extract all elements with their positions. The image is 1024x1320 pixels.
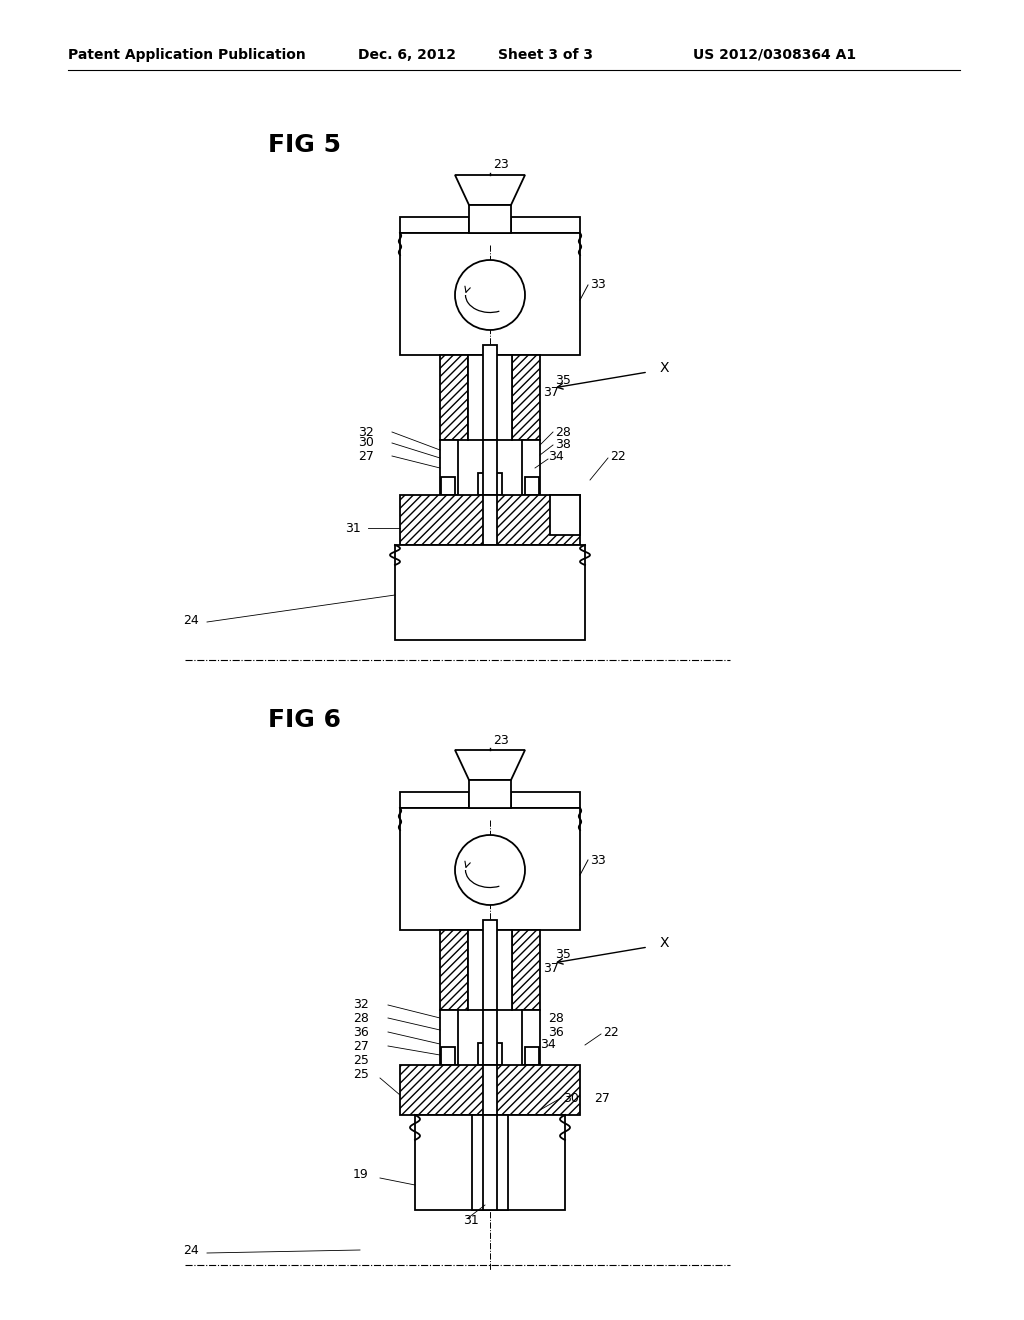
Bar [522,1010,540,1065]
Text: 28: 28 [548,1011,564,1024]
Text: 31: 31 [463,1213,479,1226]
Bar [440,931,468,1010]
Bar [441,477,455,495]
Polygon shape [511,216,580,234]
Text: 25: 25 [353,1053,369,1067]
Bar [415,1115,565,1210]
Bar [522,440,540,495]
Text: 34: 34 [540,1039,556,1052]
Bar [478,473,502,495]
Bar [483,1115,497,1210]
Text: 31: 31 [345,521,360,535]
Bar [512,355,540,440]
Bar [441,1047,455,1065]
Text: 28: 28 [353,1011,369,1024]
Text: 32: 32 [353,998,369,1011]
Bar [483,920,497,1010]
Bar [469,780,511,808]
Text: FIG 5: FIG 5 [268,133,341,157]
Bar [483,1065,497,1115]
Text: 27: 27 [594,1092,610,1105]
Bar [400,234,580,355]
Bar [440,440,458,495]
Polygon shape [400,792,469,808]
Bar [483,440,497,495]
Bar [472,1115,508,1210]
Text: 34: 34 [548,450,564,463]
Bar [483,495,497,545]
Bar [440,1010,458,1065]
Text: X: X [660,360,670,375]
Bar [525,477,539,495]
Text: 19: 19 [353,1168,369,1181]
Polygon shape [511,792,580,808]
Polygon shape [455,750,525,780]
Text: 35: 35 [555,374,570,387]
Text: 23: 23 [493,734,509,747]
Text: 36: 36 [548,1026,564,1039]
Text: 27: 27 [358,450,374,462]
Text: Sheet 3 of 3: Sheet 3 of 3 [498,48,593,62]
Bar [468,355,512,440]
Text: 33: 33 [590,854,606,866]
Text: 30: 30 [358,437,374,450]
Bar [400,808,580,931]
Bar [468,931,512,1010]
Text: 35: 35 [555,949,570,961]
Text: 38: 38 [555,438,570,451]
Text: 30: 30 [563,1092,579,1105]
Bar [525,1047,539,1065]
Bar [400,495,580,545]
Text: 37: 37 [543,387,559,400]
Bar [440,355,468,440]
Text: 22: 22 [603,1026,618,1039]
Text: 23: 23 [493,158,509,172]
Text: FIG 6: FIG 6 [268,708,341,733]
Circle shape [455,260,525,330]
Text: 28: 28 [555,425,570,438]
Text: 25: 25 [353,1068,369,1081]
Circle shape [455,836,525,906]
Text: 36: 36 [353,1026,369,1039]
Text: 33: 33 [590,279,606,292]
Text: Patent Application Publication: Patent Application Publication [68,48,306,62]
Text: 27: 27 [353,1040,369,1052]
Polygon shape [550,495,580,535]
Text: Dec. 6, 2012: Dec. 6, 2012 [358,48,456,62]
Text: X: X [660,936,670,950]
Text: US 2012/0308364 A1: US 2012/0308364 A1 [693,48,856,62]
Bar [400,1065,580,1115]
Polygon shape [400,216,469,234]
Polygon shape [455,176,525,205]
Text: 24: 24 [183,1243,199,1257]
Text: 32: 32 [358,425,374,438]
Bar [483,345,497,440]
Bar [395,545,585,640]
Text: 22: 22 [610,450,626,462]
Text: 37: 37 [543,961,559,974]
Bar [478,1043,502,1065]
Bar [469,205,511,234]
Bar [512,931,540,1010]
Bar [483,1010,497,1065]
Text: 24: 24 [183,614,199,627]
